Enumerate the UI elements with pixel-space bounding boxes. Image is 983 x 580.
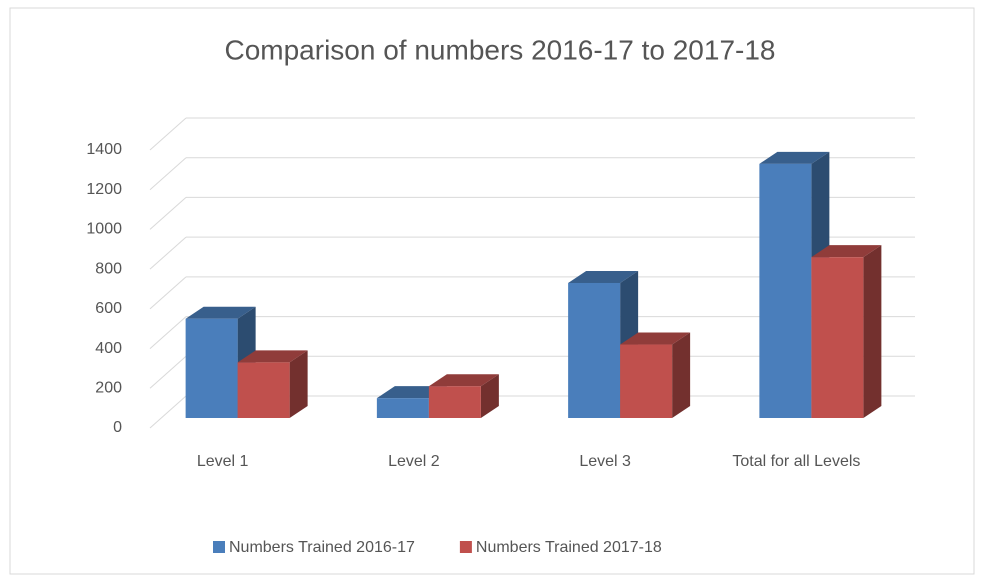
- bar-side: [480, 374, 499, 418]
- bar: [811, 257, 864, 418]
- legend-label: Numbers Trained 2016-17: [229, 539, 415, 556]
- grid-line: [149, 236, 187, 270]
- x-tick-label: Level 1: [196, 453, 249, 470]
- y-tick-label: 800: [95, 260, 122, 277]
- grid-line: [149, 316, 187, 349]
- bar: [759, 163, 812, 418]
- bar-top: [568, 270, 639, 283]
- x-tick-label: Level 2: [388, 453, 440, 470]
- bar-top: [759, 151, 830, 164]
- bar: [620, 344, 673, 418]
- bar-side: [863, 245, 882, 418]
- x-tick-label: Level 3: [579, 453, 631, 470]
- grid-line: [149, 117, 187, 151]
- y-tick-label: 400: [95, 340, 122, 357]
- bar-top: [237, 350, 308, 363]
- grid-line: [149, 276, 187, 310]
- bar-top: [185, 306, 256, 319]
- legend-swatch: [459, 541, 472, 553]
- grid-line: [149, 395, 187, 429]
- bar: [185, 318, 238, 418]
- bar-side: [672, 332, 691, 418]
- bar-side: [289, 350, 308, 418]
- grid-line: [149, 197, 187, 230]
- grid-line: [149, 355, 187, 389]
- y-tick-label: 1400: [86, 141, 122, 158]
- grid-line: [149, 157, 187, 191]
- bar: [376, 398, 429, 418]
- chart-title: Comparison of numbers 2016-17 to 2017-18: [224, 34, 775, 65]
- y-tick-label: 200: [95, 380, 122, 397]
- bar-top: [620, 332, 691, 345]
- bar: [568, 282, 621, 418]
- y-tick-label: 1200: [86, 181, 122, 198]
- legend-label: Numbers Trained 2017-18: [476, 539, 662, 556]
- bar-top: [428, 374, 499, 387]
- x-tick-label: Total for all Levels: [732, 453, 861, 470]
- bar-top: [811, 245, 882, 258]
- y-tick-label: 1000: [86, 221, 122, 238]
- legend-swatch: [213, 541, 225, 553]
- bar: [428, 386, 481, 418]
- y-tick-label: 600: [95, 300, 122, 317]
- y-tick-label: 0: [113, 419, 122, 436]
- bar: [237, 362, 290, 418]
